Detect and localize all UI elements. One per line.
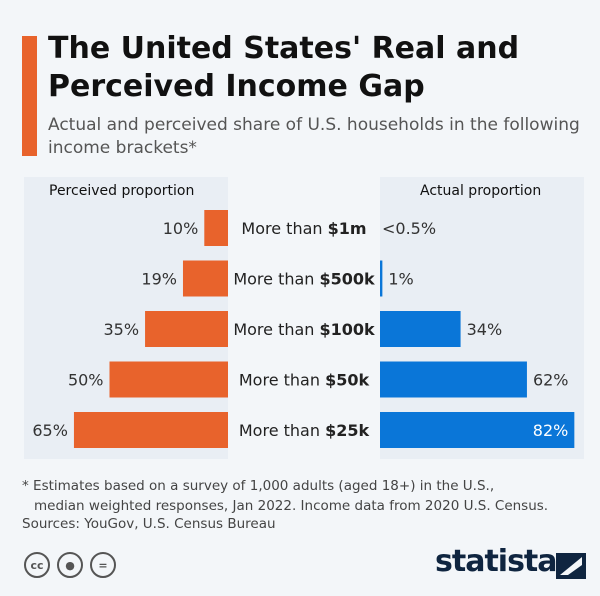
perceived-bar [73, 412, 228, 448]
attribution-icon: ● [57, 552, 83, 578]
category-prefix: More than [233, 320, 319, 339]
perceived-bar [145, 311, 228, 347]
category-label: More than $1m [241, 219, 366, 238]
category-label: More than $25k [239, 421, 370, 440]
cc-icon: cc [24, 552, 50, 578]
perceived-bar [182, 260, 228, 297]
category-prefix: More than [239, 371, 325, 390]
statista-logo-mark [556, 553, 586, 579]
category-amount: $25k [325, 421, 369, 440]
accent-bar [22, 36, 37, 156]
category-label: More than $100k [233, 320, 375, 339]
actual-label: <0.5% [382, 219, 436, 238]
footnote: * Estimates based on a survey of 1,000 a… [22, 476, 548, 516]
perceived-label: 19% [141, 270, 177, 289]
perceived-label: 50% [68, 371, 104, 390]
category-prefix: More than [233, 270, 319, 289]
actual-label: 82% [533, 421, 569, 440]
sources: Sources: YouGov, U.S. Census Bureau [22, 516, 276, 532]
actual-bar [380, 311, 461, 347]
footnote-line: * Estimates based on a survey of 1,000 a… [22, 478, 495, 494]
category-prefix: More than [239, 421, 325, 440]
category-amount: $100k [320, 320, 376, 339]
category-amount: $50k [325, 371, 369, 390]
actual-bar [380, 412, 575, 448]
actual-label: 34% [467, 320, 503, 339]
category-amount: $500k [320, 270, 376, 289]
license-icons: cc ● = [24, 552, 116, 578]
perceived-bar [109, 361, 228, 398]
perceived-bar [204, 210, 228, 246]
category-prefix: More than [241, 219, 327, 238]
actual-bar [380, 260, 383, 297]
perceived-label: 10% [163, 219, 199, 238]
actual-bar [380, 361, 527, 398]
category-label: More than $50k [239, 371, 370, 390]
perceived-label: 35% [103, 320, 139, 339]
chart-subtitle: Actual and perceived share of U.S. house… [48, 115, 580, 158]
footnote-line: median weighted responses, Jan 2022. Inc… [34, 498, 549, 514]
perceived-label: 65% [32, 421, 68, 440]
category-amount: $1m [328, 219, 367, 238]
actual-label: 62% [533, 371, 569, 390]
perceived-header: Perceived proportion [49, 183, 195, 199]
chart-title: The United States' Real and Perceived In… [48, 31, 520, 104]
statista-logo[interactable]: statista [435, 544, 558, 579]
noderivs-icon: = [90, 552, 116, 578]
actual-header: Actual proportion [420, 183, 542, 199]
actual-label: 1% [388, 270, 413, 289]
category-label: More than $500k [233, 270, 375, 289]
